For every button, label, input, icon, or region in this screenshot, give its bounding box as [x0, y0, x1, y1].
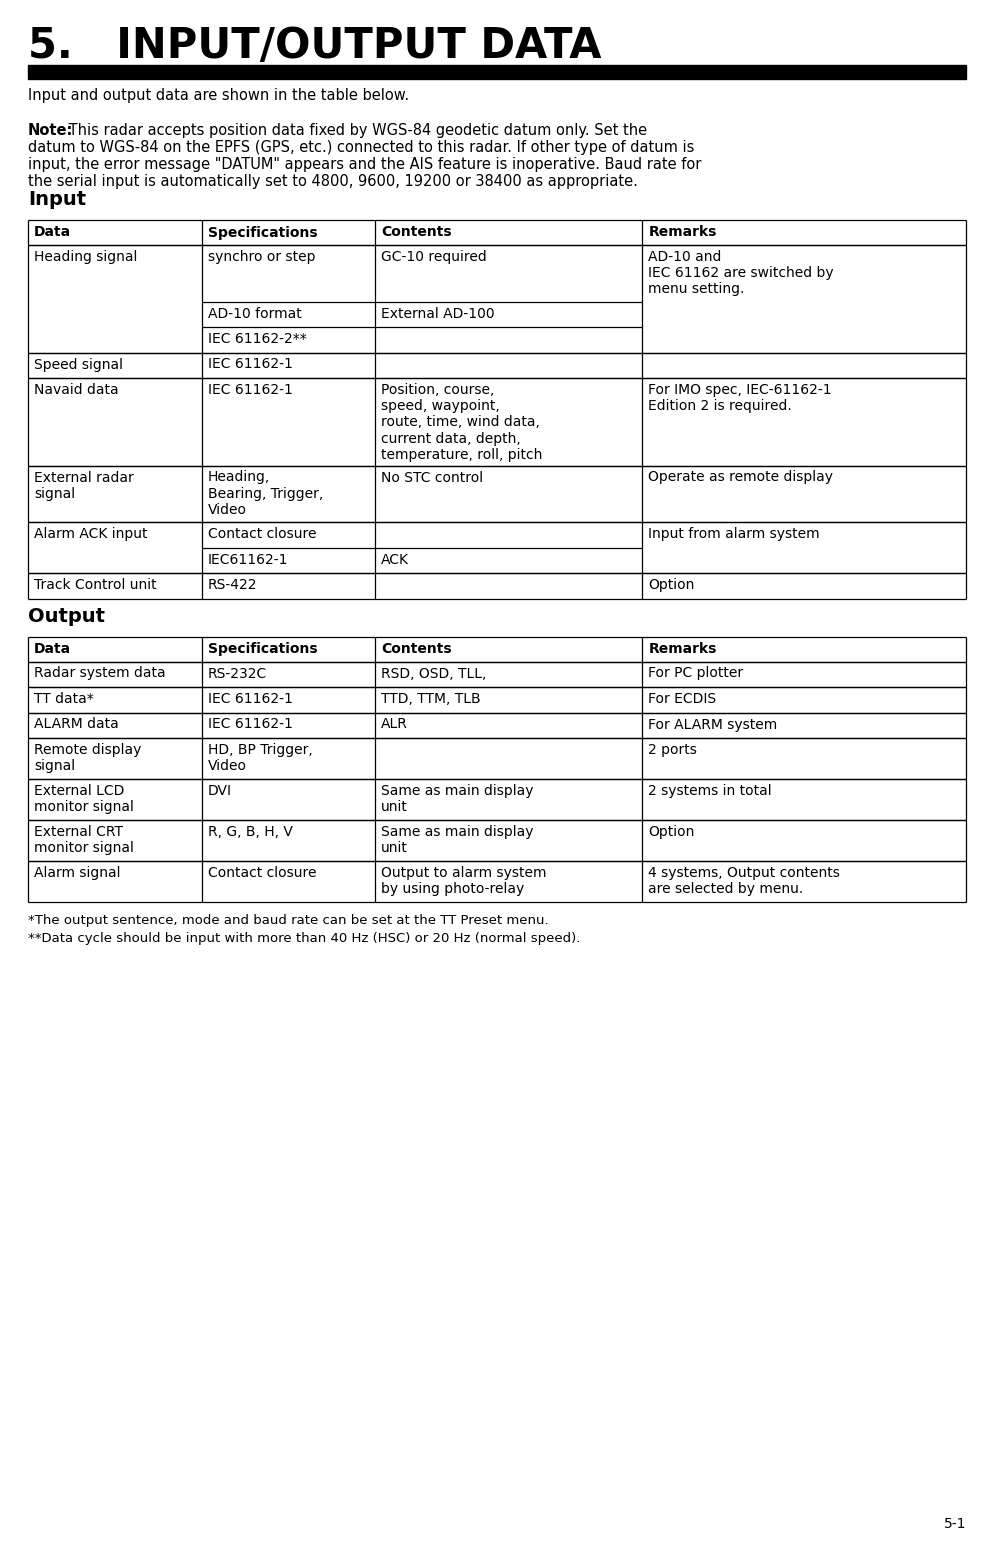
Text: Output to alarm system
by using photo-relay: Output to alarm system by using photo-re… — [381, 867, 547, 896]
Text: *The output sentence, mode and baud rate can be set at the TT Preset menu.: *The output sentence, mode and baud rate… — [28, 915, 549, 927]
Text: Speed signal: Speed signal — [34, 357, 123, 371]
Text: 5.   INPUT/OUTPUT DATA: 5. INPUT/OUTPUT DATA — [28, 25, 601, 67]
Text: Contact closure: Contact closure — [208, 867, 316, 881]
Text: Radar system data: Radar system data — [34, 666, 166, 680]
Text: Option: Option — [648, 578, 695, 592]
Text: AD-10 format: AD-10 format — [208, 306, 301, 320]
Text: Option: Option — [648, 825, 695, 839]
Text: **Data cycle should be input with more than 40 Hz (HSC) or 20 Hz (normal speed).: **Data cycle should be input with more t… — [28, 932, 580, 944]
Text: Contents: Contents — [381, 641, 451, 655]
Text: For IMO spec, IEC-61162-1
Edition 2 is required.: For IMO spec, IEC-61162-1 Edition 2 is r… — [648, 384, 832, 413]
Text: IEC 61162-1: IEC 61162-1 — [208, 357, 292, 371]
Text: External CRT
monitor signal: External CRT monitor signal — [34, 825, 134, 856]
Text: GC-10 required: GC-10 required — [381, 250, 487, 264]
Text: Data: Data — [34, 641, 72, 655]
Text: Same as main display
unit: Same as main display unit — [381, 825, 534, 856]
Text: Data: Data — [34, 225, 72, 239]
Text: datum to WGS-84 on the EPFS (GPS, etc.) connected to this radar. If other type o: datum to WGS-84 on the EPFS (GPS, etc.) … — [28, 140, 695, 155]
Text: RSD, OSD, TLL,: RSD, OSD, TLL, — [381, 666, 486, 680]
Text: synchro or step: synchro or step — [208, 250, 315, 264]
Text: No STC control: No STC control — [381, 471, 483, 485]
Text: For ALARM system: For ALARM system — [648, 717, 777, 731]
Text: ACK: ACK — [381, 553, 410, 567]
Text: TT data*: TT data* — [34, 693, 93, 707]
Text: AD-10 and
IEC 61162 are switched by
menu setting.: AD-10 and IEC 61162 are switched by menu… — [648, 250, 834, 297]
Text: Contents: Contents — [381, 225, 451, 239]
Text: Heading,
Bearing, Trigger,
Video: Heading, Bearing, Trigger, Video — [208, 471, 323, 517]
Text: Specifications: Specifications — [208, 641, 317, 655]
Text: RS-232C: RS-232C — [208, 666, 266, 680]
Text: 5-1: 5-1 — [943, 1517, 966, 1531]
Text: Contact closure: Contact closure — [208, 526, 316, 540]
Text: the serial input is automatically set to 4800, 9600, 19200 or 38400 as appropria: the serial input is automatically set to… — [28, 174, 638, 189]
Text: External radar
signal: External radar signal — [34, 471, 134, 500]
Text: Remarks: Remarks — [648, 641, 717, 655]
Text: Heading signal: Heading signal — [34, 250, 137, 264]
Text: Input from alarm system: Input from alarm system — [648, 526, 820, 540]
Text: Alarm ACK input: Alarm ACK input — [34, 526, 147, 540]
Text: Input: Input — [28, 189, 86, 210]
Text: Alarm signal: Alarm signal — [34, 867, 120, 881]
Text: RS-422: RS-422 — [208, 578, 257, 592]
Text: Operate as remote display: Operate as remote display — [648, 471, 833, 485]
Text: R, G, B, H, V: R, G, B, H, V — [208, 825, 292, 839]
Text: External LCD
monitor signal: External LCD monitor signal — [34, 784, 134, 814]
Text: Position, course,
speed, waypoint,
route, time, wind data,
current data, depth,
: Position, course, speed, waypoint, route… — [381, 384, 543, 461]
Text: Remarks: Remarks — [648, 225, 717, 239]
Text: ALARM data: ALARM data — [34, 717, 118, 731]
Text: Note:: Note: — [28, 123, 74, 138]
Text: Remote display
signal: Remote display signal — [34, 742, 141, 773]
Text: HD, BP Trigger,
Video: HD, BP Trigger, Video — [208, 742, 312, 773]
Text: 4 systems, Output contents
are selected by menu.: 4 systems, Output contents are selected … — [648, 867, 840, 896]
Text: IEC61162-1: IEC61162-1 — [208, 553, 288, 567]
Text: input, the error message "DATUM" appears and the AIS feature is inoperative. Bau: input, the error message "DATUM" appears… — [28, 157, 702, 172]
Text: ALR: ALR — [381, 717, 408, 731]
Text: 2 systems in total: 2 systems in total — [648, 784, 772, 798]
Text: Navaid data: Navaid data — [34, 384, 118, 398]
Text: DVI: DVI — [208, 784, 232, 798]
Text: TTD, TTM, TLB: TTD, TTM, TLB — [381, 693, 481, 707]
Text: Same as main display
unit: Same as main display unit — [381, 784, 534, 814]
Text: For PC plotter: For PC plotter — [648, 666, 744, 680]
Text: Output: Output — [28, 607, 105, 626]
Text: 2 ports: 2 ports — [648, 742, 697, 756]
Text: This radar accepts position data fixed by WGS-84 geodetic datum only. Set the: This radar accepts position data fixed b… — [64, 123, 647, 138]
Text: IEC 61162-1: IEC 61162-1 — [208, 693, 292, 707]
Text: Input and output data are shown in the table below.: Input and output data are shown in the t… — [28, 89, 410, 102]
Text: External AD-100: External AD-100 — [381, 306, 495, 320]
Text: Specifications: Specifications — [208, 225, 317, 239]
Text: IEC 61162-2**: IEC 61162-2** — [208, 332, 306, 346]
Text: Track Control unit: Track Control unit — [34, 578, 157, 592]
Bar — [28, 65, 966, 79]
Text: IEC 61162-1: IEC 61162-1 — [208, 384, 292, 398]
Text: IEC 61162-1: IEC 61162-1 — [208, 717, 292, 731]
Text: For ECDIS: For ECDIS — [648, 693, 717, 707]
